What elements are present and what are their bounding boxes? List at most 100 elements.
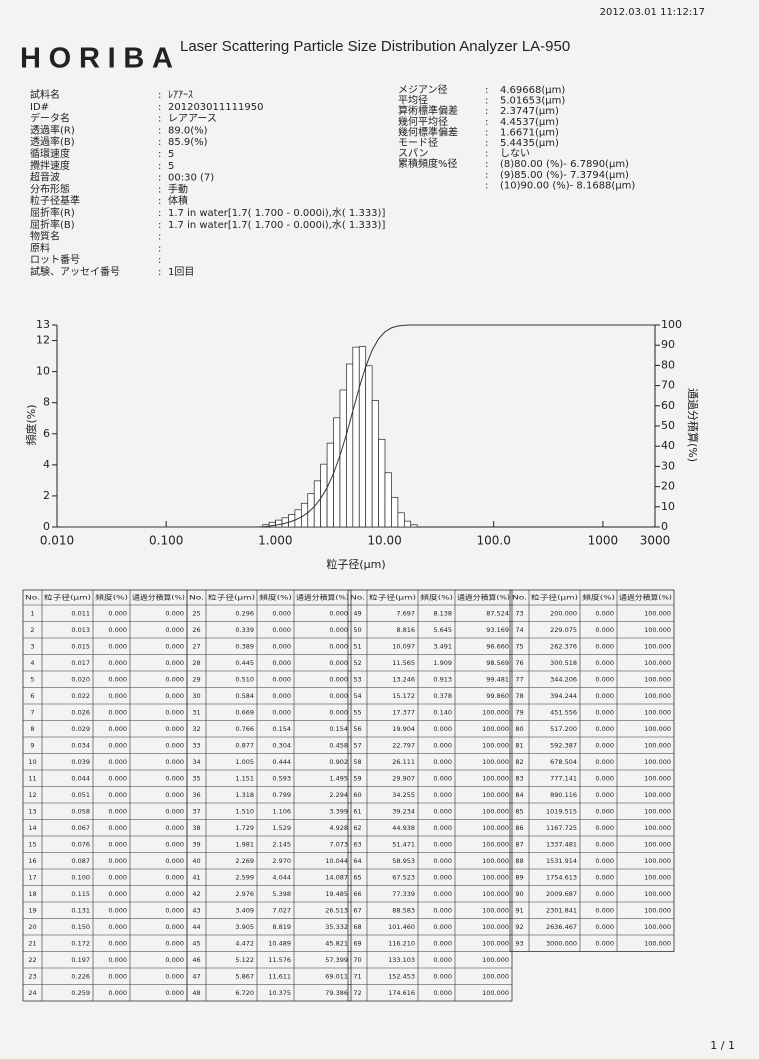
info-label: 屈折率(B): [30, 218, 75, 231]
table-cell: 77: [515, 675, 523, 683]
info-value: 1.7 in water[1.7( 1.700 - 0.000i),水( 1.3…: [168, 207, 385, 219]
table-cell: 10: [28, 758, 36, 766]
table-cell: 100.000: [644, 609, 671, 617]
table-cell: 13.246: [392, 675, 415, 683]
table-cell: 2: [30, 626, 34, 634]
table-cell: 0.000: [329, 642, 348, 650]
histogram-bar: [320, 463, 328, 528]
table-cell: 0.000: [165, 972, 184, 980]
table-cell: 100.000: [644, 807, 671, 815]
result-separator: :: [485, 96, 488, 107]
table-cell: 70: [353, 956, 361, 964]
table-cell: 0.000: [108, 626, 127, 634]
table-cell: 51: [353, 642, 361, 650]
table-cell: 0.000: [595, 939, 614, 947]
result-value: (8)80.00 (%)- 6.7890(μm): [500, 159, 629, 170]
table-cell: 7.073: [329, 840, 348, 848]
result-value: 1.6671(μm): [500, 127, 559, 138]
histogram-bar: [346, 363, 354, 528]
info-separator: :: [158, 208, 161, 219]
table-cell: 0.000: [165, 791, 184, 799]
table-cell: 39: [192, 840, 200, 848]
table-cell: 1.529: [272, 824, 291, 832]
table-cell: 63: [353, 840, 361, 848]
table-cell: 0.000: [595, 906, 614, 914]
table-cell: 152.453: [388, 972, 415, 980]
table-cell: 42: [192, 890, 200, 898]
info-value: 手動: [168, 182, 188, 195]
result-label: 幾何平均径: [398, 115, 448, 128]
table-cell: 10.489: [268, 939, 291, 947]
table-cell: 0.000: [108, 989, 127, 997]
result-separator: :: [485, 117, 488, 128]
table-cell: 0.000: [165, 906, 184, 914]
info-separator: :: [158, 243, 161, 254]
histogram-bar: [403, 520, 412, 528]
table-cell: 0.000: [595, 609, 614, 617]
histogram-bar: [365, 365, 373, 528]
table-cell: 0.000: [165, 774, 184, 782]
table-cell: 22.797: [392, 741, 415, 749]
info-separator: :: [158, 125, 161, 136]
table-cell: 89: [515, 873, 523, 881]
table-cell: 0.000: [433, 956, 452, 964]
result-value: 2.3747(μm): [500, 106, 559, 117]
table-header: No.: [512, 594, 527, 602]
table-cell: 0.000: [108, 774, 127, 782]
table-cell: 200.000: [550, 609, 577, 617]
table-cell: 0.000: [108, 923, 127, 931]
x-tick-label: 0.010: [40, 534, 74, 548]
info-label: 透過率(B): [30, 135, 75, 148]
table-cell: 5: [30, 675, 34, 683]
info-label: 屈折率(R): [30, 206, 75, 219]
table-cell: 4: [30, 659, 34, 667]
table-cell: 7.697: [396, 609, 415, 617]
info-value: 体積: [168, 194, 188, 207]
table-cell: 100.000: [644, 824, 671, 832]
table-cell: 0.000: [433, 989, 452, 997]
table-cell: 0.000: [165, 725, 184, 733]
table-cell: 890.116: [550, 791, 577, 799]
table-cell: 0.000: [595, 890, 614, 898]
table-cell: 0.131: [71, 906, 90, 914]
table-cell: 20: [28, 923, 36, 931]
y2-tick-label: 60: [661, 399, 675, 412]
table-cell: 0.902: [329, 758, 348, 766]
table-header: 頻度(%): [582, 593, 615, 602]
table-cell: 45.821: [325, 939, 348, 947]
info-separator: :: [158, 184, 161, 195]
table-cell: 1.729: [235, 824, 254, 832]
info-value: 1回目: [168, 266, 194, 278]
table-header: 頻度(%): [259, 593, 292, 602]
result-value: 4.4537(μm): [500, 117, 559, 128]
table-cell: 592.387: [550, 741, 577, 749]
table-cell: 11.611: [268, 972, 291, 980]
info-label: 攪拌速度: [30, 159, 70, 172]
table-cell: 15: [28, 840, 36, 848]
result-separator: :: [485, 85, 488, 96]
table-cell: 22: [28, 956, 36, 964]
table-cell: 0.584: [235, 692, 254, 700]
table-cell: 1.318: [235, 791, 254, 799]
table-cell: 0.000: [595, 774, 614, 782]
result-separator: :: [485, 180, 488, 191]
table-cell: 65: [353, 873, 361, 881]
y2-tick-label: 100: [661, 318, 682, 331]
table-cell: 0.000: [165, 675, 184, 683]
table-cell: 0.029: [71, 725, 90, 733]
table-cell: 0.000: [329, 626, 348, 634]
table-cell: 100.000: [482, 923, 509, 931]
table-cell: 0.044: [71, 774, 90, 782]
table-cell: 0.000: [433, 725, 452, 733]
table-cell: 100.000: [482, 725, 509, 733]
table-cell: 0.000: [165, 807, 184, 815]
table-cell: 0.034: [71, 741, 90, 749]
table-cell: 11.565: [392, 659, 415, 667]
table-cell: 0.026: [71, 708, 90, 716]
histogram-bar: [384, 472, 392, 528]
y2-tick-label: 20: [661, 480, 675, 493]
table-cell: 0.000: [165, 923, 184, 931]
info-label: 物質名: [30, 230, 60, 243]
table-cell: 0.000: [329, 609, 348, 617]
table-cell: 0.000: [165, 857, 184, 865]
